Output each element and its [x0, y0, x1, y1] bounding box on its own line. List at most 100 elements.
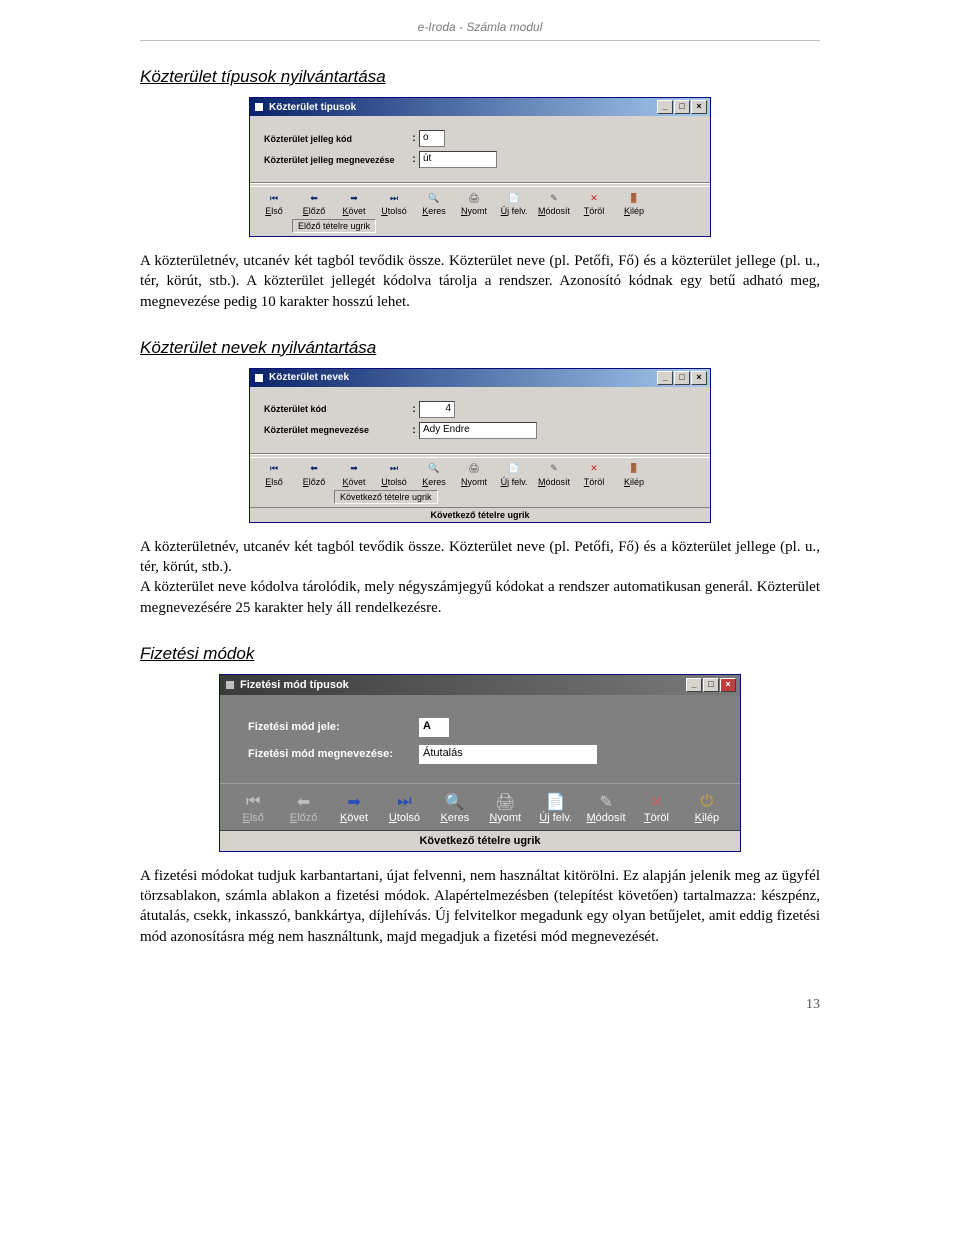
prev-icon: ⬅	[306, 462, 322, 476]
first-button[interactable]: ⏮Első	[254, 189, 294, 217]
delete-icon: ✕	[586, 191, 602, 205]
close-button[interactable]: ×	[720, 678, 736, 692]
delete-button[interactable]: ✕Töröl	[631, 790, 681, 826]
print-button[interactable]: 🖨Nyomt	[454, 189, 494, 217]
close-button[interactable]: ×	[691, 100, 707, 114]
toolbar-label: Nyomt	[461, 477, 487, 487]
search-button[interactable]: 🔍Keres	[430, 790, 480, 826]
prev-button[interactable]: ⬅Előző	[294, 460, 334, 488]
first-icon: ⏮	[242, 792, 264, 812]
exit-button[interactable]: 🚪Kilép	[614, 460, 654, 488]
new-icon: 📄	[545, 792, 567, 812]
maximize-button[interactable]: □	[674, 100, 690, 114]
next-button[interactable]: ➡Követ	[334, 189, 374, 217]
statusbar: Következő tételre ugrik	[250, 507, 710, 522]
input-kod[interactable]: o	[419, 130, 445, 147]
next-button[interactable]: ➡Követ	[334, 460, 374, 488]
field-label-megnevezes: Közterület jelleg megnevezése	[264, 155, 409, 165]
input-kod[interactable]: 4	[419, 401, 455, 418]
delete-button[interactable]: ✕Töröl	[574, 460, 614, 488]
toolbar-label: Utolsó	[389, 812, 420, 824]
print-button[interactable]: 🖨Nyomt	[454, 460, 494, 488]
first-icon: ⏮	[266, 191, 282, 205]
maximize-button[interactable]: □	[703, 678, 719, 692]
new-button[interactable]: 📄Új felv.	[530, 790, 580, 826]
next-icon: ➡	[346, 191, 362, 205]
new-icon: 📄	[506, 462, 522, 476]
edit-button[interactable]: ✎Módosít	[581, 790, 631, 826]
edit-button[interactable]: ✎Módosít	[534, 189, 574, 217]
search-icon: 🔍	[426, 191, 442, 205]
last-icon: ⏭	[393, 792, 415, 812]
close-button[interactable]: ×	[691, 371, 707, 385]
prev-icon: ⬅	[306, 191, 322, 205]
toolbar-label: Keres	[440, 812, 469, 824]
toolbar-label: Utolsó	[381, 206, 407, 216]
edit-button[interactable]: ✎Módosít	[534, 460, 574, 488]
toolbar-label: Nyomt	[461, 206, 487, 216]
app-icon	[253, 372, 265, 384]
prev-button[interactable]: ⬅Előző	[294, 189, 334, 217]
toolbar-label: Előző	[303, 206, 326, 216]
toolbar-label: Töröl	[584, 206, 605, 216]
search-button[interactable]: 🔍Keres	[414, 189, 454, 217]
maximize-button[interactable]: □	[674, 371, 690, 385]
prev-button: ⬅Előző	[278, 790, 328, 826]
window-title: Fizetési mód típusok	[240, 679, 349, 691]
input-megnevezes[interactable]: Ady Endre	[419, 422, 537, 439]
status-tooltip: Következő tételre ugrik	[334, 490, 438, 504]
new-button[interactable]: 📄Új felv.	[494, 189, 534, 217]
exit-button[interactable]: 🚪Kilép	[614, 189, 654, 217]
first-icon: ⏮	[266, 462, 282, 476]
field-label-kod: Közterület kód	[264, 404, 409, 414]
section2-paragraph: A közterületnév, utcanév két tagból tevő…	[140, 537, 820, 618]
search-icon: 🔍	[444, 792, 466, 812]
first-button: ⏮Első	[228, 790, 278, 826]
titlebar: Közterület nevek _ □ ×	[250, 369, 710, 387]
last-button[interactable]: ⏭Utolsó	[374, 460, 414, 488]
toolbar: ⏮Első⬅Előző➡Követ⏭Utolsó🔍Keres🖨Nyomt📄Új …	[220, 783, 740, 830]
search-button[interactable]: 🔍Keres	[414, 460, 454, 488]
last-button[interactable]: ⏭Utolsó	[374, 189, 414, 217]
print-button[interactable]: 🖨Nyomt	[480, 790, 530, 826]
exit-icon: ⏻	[696, 792, 718, 812]
exit-icon: 🚪	[626, 462, 642, 476]
app-icon	[253, 101, 265, 113]
delete-button[interactable]: ✕Töröl	[574, 189, 614, 217]
last-button[interactable]: ⏭Utolsó	[379, 790, 429, 826]
first-button[interactable]: ⏮Első	[254, 460, 294, 488]
section3-title: Fizetési módok	[140, 644, 820, 664]
toolbar-label: Előző	[290, 812, 318, 824]
input-megnevezes[interactable]: út	[419, 151, 497, 168]
toolbar-label: Kilép	[695, 812, 719, 824]
new-icon: 📄	[506, 191, 522, 205]
toolbar-label: Előző	[303, 477, 326, 487]
next-button[interactable]: ➡Követ	[329, 790, 379, 826]
search-icon: 🔍	[426, 462, 442, 476]
colon: :	[409, 133, 419, 144]
prev-icon: ⬅	[293, 792, 315, 812]
minimize-button[interactable]: _	[686, 678, 702, 692]
colon: :	[409, 154, 419, 165]
new-button[interactable]: 📄Új felv.	[494, 460, 534, 488]
edit-icon: ✎	[595, 792, 617, 812]
toolbar-label: Új felv.	[539, 812, 572, 824]
delete-icon: ✕	[645, 792, 667, 812]
window-kozterulet-tipusok: Közterület tipusok _ □ × Közterület jell…	[249, 97, 711, 237]
toolbar-label: Első	[243, 812, 264, 824]
exit-icon: 🚪	[626, 191, 642, 205]
toolbar-label: Új felv.	[501, 206, 528, 216]
doc-header: e-Iroda - Számla modul	[140, 20, 820, 41]
field-label-megnevezes: Fizetési mód megnevezése:	[248, 748, 418, 760]
status-tooltip: Előző tételre ugrik	[292, 219, 376, 233]
minimize-button[interactable]: _	[657, 371, 673, 385]
next-icon: ➡	[346, 462, 362, 476]
colon: :	[409, 404, 419, 415]
section1-title: Közterület típusok nyilvántartása	[140, 67, 820, 87]
exit-button[interactable]: ⏻Kilép	[682, 790, 732, 826]
minimize-button[interactable]: _	[657, 100, 673, 114]
edit-icon: ✎	[546, 462, 562, 476]
input-megnevezes[interactable]: Átutalás	[418, 744, 598, 765]
input-jel[interactable]: A	[418, 717, 450, 738]
last-icon: ⏭	[386, 462, 402, 476]
